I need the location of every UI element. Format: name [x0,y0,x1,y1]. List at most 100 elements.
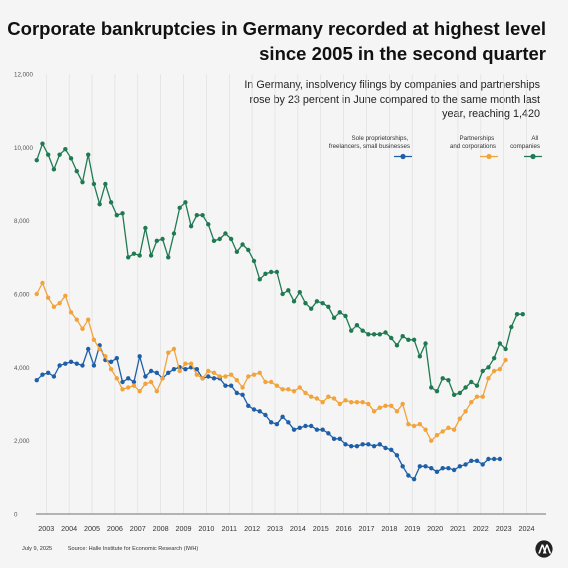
data-point [63,293,68,299]
data-point [429,465,434,471]
data-point [520,311,525,317]
data-point [411,423,417,429]
data-point [389,403,394,409]
data-point [434,388,440,394]
data-point [114,355,120,361]
data-point [166,255,171,260]
data-point [223,374,228,379]
data-point [389,335,394,341]
x-tick-label: 2014 [290,524,306,533]
data-point [451,467,457,473]
y-tick-label: 12,000 [14,72,33,79]
data-point [74,317,79,322]
series-line [36,143,523,396]
data-point [446,465,451,471]
data-point [86,346,91,352]
data-point [251,258,257,264]
data-point [211,376,217,381]
data-point [131,251,137,256]
data-point [108,200,114,205]
data-point [457,390,463,396]
legend-label-sole-line2: freelancers, small businesses [329,143,410,150]
data-point [366,401,371,407]
data-point [171,366,177,372]
data-point [240,392,245,398]
data-point [68,359,74,365]
data-point [268,420,274,425]
data-point [474,383,480,388]
data-point [108,359,114,365]
data-point [68,310,74,315]
data-point [217,236,222,242]
y-tick-label: 2,000 [14,438,30,445]
data-point [331,436,337,442]
data-point [274,383,280,388]
data-point [51,304,57,310]
data-point [343,313,348,319]
data-point [80,326,85,332]
data-point [491,456,497,462]
data-point [366,332,371,337]
data-point [320,427,325,432]
footer: July 9, 2025 Source: Halle Institute for… [22,546,198,552]
data-point [446,377,451,383]
data-point [257,409,262,414]
data-point [131,383,137,388]
data-point [91,363,97,368]
data-point [183,366,188,372]
data-point [303,423,308,429]
data-point [34,157,39,163]
data-point [360,442,365,447]
data-point [349,328,354,333]
data-point [223,383,228,388]
data-point [354,322,360,328]
footer-date: July 9, 2025 [22,546,53,552]
data-point [86,317,91,322]
data-point [314,396,320,401]
data-point [274,269,280,275]
data-point [154,370,160,376]
data-point [40,280,45,286]
x-tick-label: 2003 [38,524,54,533]
data-point [314,427,320,432]
x-tick-label: 2017 [358,524,374,533]
x-tick-label: 2023 [496,524,512,533]
data-point [45,295,51,300]
data-point [234,377,240,383]
data-point [91,337,97,343]
y-tick-label: 4,000 [14,365,30,372]
data-point [268,379,274,385]
data-point [326,304,331,310]
data-point [491,368,497,374]
data-point [80,363,85,368]
x-tick-label: 2010 [198,524,214,533]
legend-label-partnerships-line1: Partnerships [460,135,495,142]
data-point [97,201,102,207]
data-point [354,443,360,449]
data-point [383,445,388,451]
data-point [194,366,200,372]
x-tick-label: 2015 [313,524,329,533]
data-point [434,432,440,438]
data-point [223,231,228,236]
data-point [131,379,137,385]
data-point [303,300,308,306]
data-point [228,236,234,242]
data-point [377,405,382,410]
data-point [457,416,463,421]
data-point [194,212,200,218]
data-point [440,376,445,381]
data-point [429,385,434,390]
data-point [423,341,428,346]
legend-label-sole: Sole proprietorships, freelancers, small… [329,135,410,150]
data-point [417,464,423,469]
x-tick-label: 2004 [61,524,77,533]
data-point [406,473,411,478]
data-point [343,398,348,403]
data-point [160,376,165,381]
data-point [166,370,171,376]
data-point [474,394,480,399]
legend-label-partnerships-line2: and corporations [450,143,496,150]
data-point [497,456,503,462]
data-point [463,409,468,414]
